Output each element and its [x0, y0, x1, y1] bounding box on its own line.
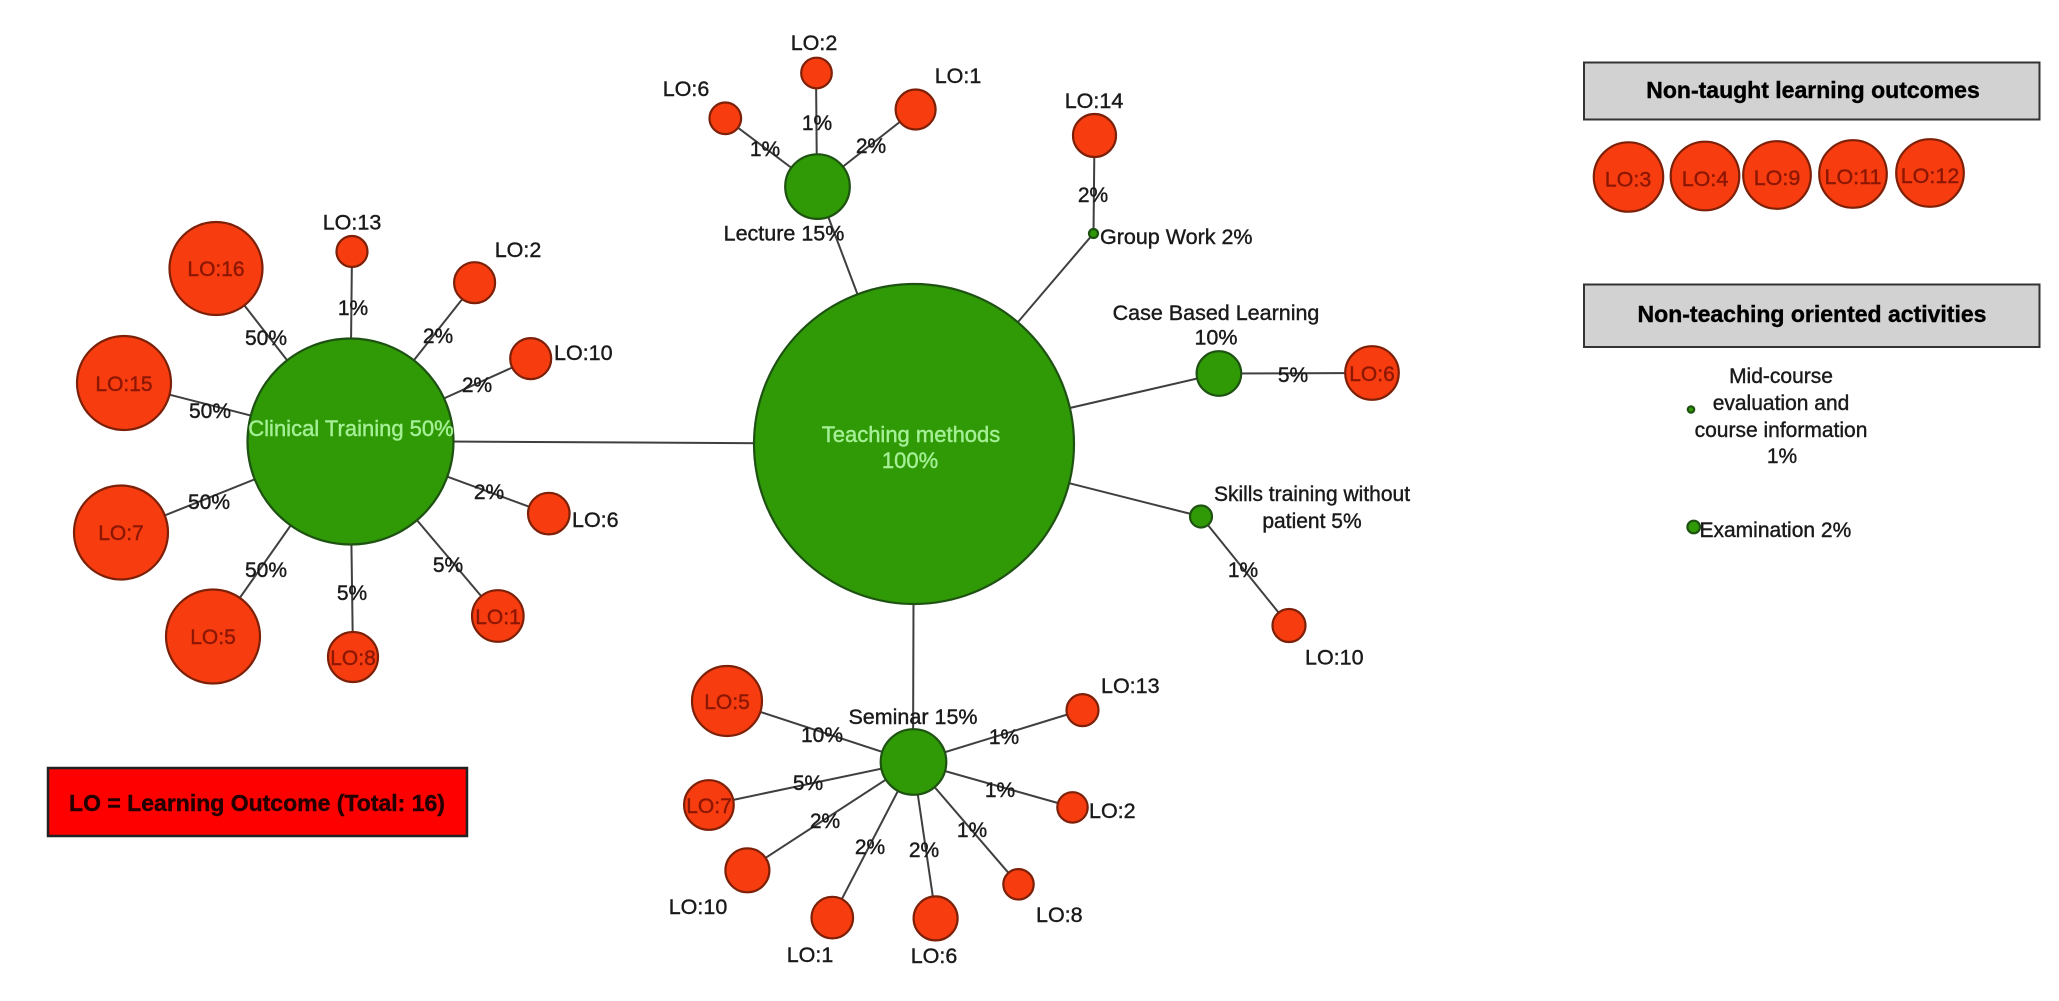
svg-text:5%: 5%: [793, 772, 823, 795]
svg-text:LO:14: LO:14: [1065, 89, 1124, 113]
svg-text:LO:6: LO:6: [1349, 363, 1395, 386]
svg-text:10%: 10%: [801, 724, 843, 747]
svg-text:50%: 50%: [188, 491, 230, 514]
svg-text:LO:15: LO:15: [95, 373, 152, 396]
svg-text:LO:1: LO:1: [935, 64, 982, 88]
svg-text:Group Work 2%: Group Work 2%: [1100, 225, 1253, 249]
svg-text:2%: 2%: [909, 839, 939, 862]
svg-text:5%: 5%: [337, 582, 367, 605]
svg-text:Non-taught learning outcomes: Non-taught learning outcomes: [1646, 77, 1980, 103]
svg-text:2%: 2%: [423, 325, 453, 348]
svg-text:LO:1: LO:1: [787, 943, 834, 967]
svg-text:1%: 1%: [338, 297, 368, 320]
svg-text:2%: 2%: [1078, 184, 1108, 207]
svg-text:1%: 1%: [1228, 559, 1258, 582]
svg-text:LO:7: LO:7: [686, 795, 732, 818]
svg-text:LO:6: LO:6: [663, 77, 710, 101]
svg-text:evaluation and: evaluation and: [1713, 392, 1850, 415]
svg-text:Clinical Training 50%: Clinical Training 50%: [248, 416, 453, 441]
svg-text:Examination 2%: Examination 2%: [1700, 519, 1852, 542]
svg-text:50%: 50%: [245, 327, 287, 350]
svg-text:LO:2: LO:2: [495, 238, 542, 262]
svg-text:50%: 50%: [245, 559, 287, 582]
svg-text:Teaching methods: Teaching methods: [822, 422, 1001, 447]
svg-text:1%: 1%: [750, 138, 780, 161]
svg-text:patient 5%: patient 5%: [1262, 510, 1361, 533]
svg-text:Seminar 15%: Seminar 15%: [848, 705, 977, 729]
svg-text:LO:10: LO:10: [669, 895, 728, 919]
svg-text:Skills training without: Skills training without: [1214, 483, 1410, 506]
svg-text:LO:5: LO:5: [704, 691, 750, 714]
svg-text:LO:1: LO:1: [475, 606, 521, 629]
svg-text:course information: course information: [1695, 419, 1868, 442]
svg-text:LO:10: LO:10: [1305, 646, 1364, 670]
svg-text:2%: 2%: [855, 836, 885, 859]
svg-text:1%: 1%: [802, 112, 832, 135]
svg-text:1%: 1%: [989, 726, 1019, 749]
svg-text:LO:13: LO:13: [323, 211, 382, 235]
svg-text:LO:4: LO:4: [1682, 167, 1729, 191]
svg-text:1%: 1%: [985, 779, 1015, 802]
svg-text:LO:3: LO:3: [1605, 168, 1652, 192]
svg-text:LO:7: LO:7: [98, 522, 144, 545]
svg-text:LO:6: LO:6: [572, 508, 619, 532]
svg-text:Non-teaching oriented activiti: Non-teaching oriented activities: [1638, 301, 1987, 327]
svg-text:1%: 1%: [1767, 445, 1797, 468]
svg-text:2%: 2%: [810, 810, 840, 833]
svg-text:10%: 10%: [1194, 326, 1237, 350]
svg-text:50%: 50%: [189, 400, 231, 423]
svg-text:LO:9: LO:9: [1754, 166, 1801, 190]
svg-text:2%: 2%: [474, 481, 504, 504]
svg-text:LO:2: LO:2: [791, 31, 838, 55]
svg-text:LO:5: LO:5: [190, 626, 236, 649]
svg-text:2%: 2%: [462, 374, 492, 397]
svg-text:LO = Learning Outcome (Total:: LO = Learning Outcome (Total: 16): [69, 790, 445, 816]
svg-text:LO:11: LO:11: [1825, 165, 1882, 189]
svg-text:LO:6: LO:6: [911, 944, 958, 968]
svg-text:1%: 1%: [957, 819, 987, 842]
svg-text:LO:8: LO:8: [1036, 903, 1083, 927]
svg-text:Case Based Learning: Case Based Learning: [1113, 301, 1320, 325]
svg-text:LO:12: LO:12: [1901, 164, 1960, 188]
svg-text:Mid-course: Mid-course: [1729, 365, 1833, 388]
svg-text:LO:2: LO:2: [1089, 799, 1136, 823]
svg-text:100%: 100%: [882, 448, 938, 473]
svg-text:LO:16: LO:16: [187, 258, 244, 281]
svg-text:2%: 2%: [856, 135, 886, 158]
svg-text:LO:13: LO:13: [1101, 674, 1160, 698]
svg-text:5%: 5%: [433, 554, 463, 577]
svg-text:LO:10: LO:10: [554, 341, 613, 365]
svg-text:5%: 5%: [1278, 364, 1308, 387]
svg-text:LO:8: LO:8: [330, 647, 376, 670]
svg-text:Lecture 15%: Lecture 15%: [724, 222, 845, 246]
